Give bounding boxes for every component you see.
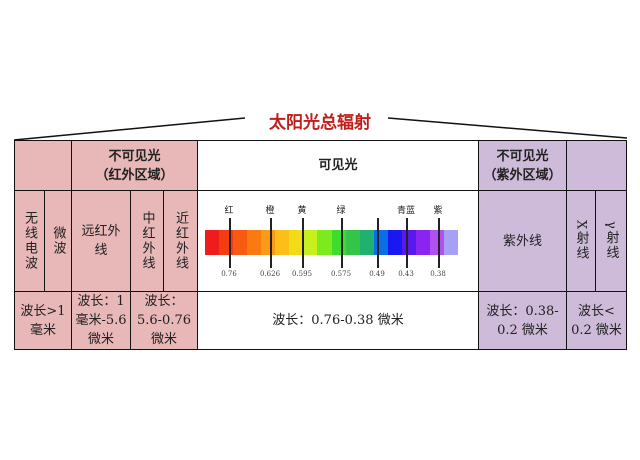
wavelength-xray-gamma: 波长< 0.2 微米 bbox=[566, 291, 627, 350]
spectrum-color-label: 黄 bbox=[297, 206, 307, 216]
spectrum-color-label: 青蓝 bbox=[396, 206, 416, 216]
wavelength-uv: 波长：0.38- 0.2 微米 bbox=[478, 291, 567, 350]
spectrum-segment bbox=[247, 230, 262, 255]
bracket-right-line bbox=[387, 117, 628, 139]
spectrum-wavelength-label: 0.595 bbox=[291, 270, 313, 278]
spectrum-segment bbox=[415, 230, 431, 255]
spectrum-wavelength-label: 0.43 bbox=[398, 270, 414, 278]
band-uv: 紫外线 bbox=[478, 190, 567, 292]
spectrum-wavelength-label: 0.626 bbox=[259, 270, 281, 278]
band-far-ir: 远红外 线 bbox=[71, 190, 131, 292]
spectrum-segment bbox=[261, 230, 276, 255]
band-gamma: γ射线 bbox=[595, 190, 627, 292]
spectrum-marker-line bbox=[229, 218, 231, 268]
band-xray: X射线 bbox=[566, 190, 596, 292]
spectrum-color-label: 橙 bbox=[265, 206, 275, 216]
spectrum-segment bbox=[443, 230, 459, 255]
spectrum-marker-line bbox=[270, 218, 272, 268]
spectrum-marker-line bbox=[341, 218, 343, 268]
band-microwave: 微波 bbox=[44, 190, 72, 292]
spectrum-segment bbox=[233, 230, 248, 255]
spectrum-segment bbox=[219, 230, 234, 255]
band-near-ir: 近红外线 bbox=[163, 190, 198, 292]
spectrum-wavelength-label: 0.575 bbox=[330, 270, 352, 278]
spectrum-marker-line bbox=[406, 218, 408, 268]
wavelength-radio: 波长>1 毫米 bbox=[14, 291, 72, 350]
band-radio-label: 无线电波 bbox=[22, 211, 37, 271]
spectrum-color-label: 绿 bbox=[336, 206, 346, 216]
header-visible: 可见光 bbox=[197, 140, 479, 191]
header-empty-left bbox=[14, 140, 72, 191]
spectrum-marker-line bbox=[438, 218, 440, 268]
header-uv-region: 不可见光 （紫外区域） bbox=[478, 140, 567, 191]
header-ir-region: 不可见光 （红外区域） bbox=[71, 140, 198, 191]
spectrum-marker-line bbox=[377, 218, 379, 268]
spectrum-segment bbox=[401, 230, 417, 255]
spectrum-segment bbox=[429, 230, 445, 255]
band-mid-ir: 中红外线 bbox=[130, 190, 164, 292]
band-gamma-label: γ射线 bbox=[603, 221, 619, 261]
spectrum-wavelength-label: 0.49 bbox=[369, 270, 385, 278]
spectrum-segment bbox=[387, 230, 403, 255]
band-radio: 无线电波 bbox=[14, 190, 45, 292]
spectrum-segment bbox=[373, 230, 389, 255]
spectrum-segment bbox=[303, 230, 318, 255]
spectrum-segment bbox=[205, 230, 220, 255]
spectrum-segment bbox=[289, 230, 304, 255]
spectrum-wavelength-label: 0.76 bbox=[221, 270, 237, 278]
bracket-left-line bbox=[13, 117, 246, 141]
wavelength-mid-near-ir: 波长： 5.6-0.76 微米 bbox=[130, 291, 198, 350]
band-microwave-label: 微波 bbox=[50, 226, 66, 256]
diagram-title: 太阳光总辐射 bbox=[269, 113, 371, 133]
spectrum-segment bbox=[275, 230, 290, 255]
wavelength-far-ir: 波长：1 毫米-5.6 微米 bbox=[71, 291, 131, 350]
header-empty-right bbox=[566, 140, 627, 191]
spectrum-marker-line bbox=[302, 218, 304, 268]
band-mid-ir-label: 中红外线 bbox=[139, 211, 155, 271]
spectrum-color-label: 紫 bbox=[433, 206, 443, 216]
band-xray-label: X射线 bbox=[573, 220, 589, 262]
spectrum-segment bbox=[359, 230, 375, 255]
spectrum-segment bbox=[317, 230, 332, 255]
spectrum-segment bbox=[331, 230, 347, 255]
spectrum-segment bbox=[345, 230, 361, 255]
spectrum-wavelength-label: 0.38 bbox=[430, 270, 446, 278]
wavelength-visible: 波长：0.76-0.38 微米 bbox=[197, 291, 479, 350]
spectrum-color-label: 红 bbox=[224, 206, 234, 216]
band-near-ir-label: 近红外线 bbox=[173, 211, 188, 271]
